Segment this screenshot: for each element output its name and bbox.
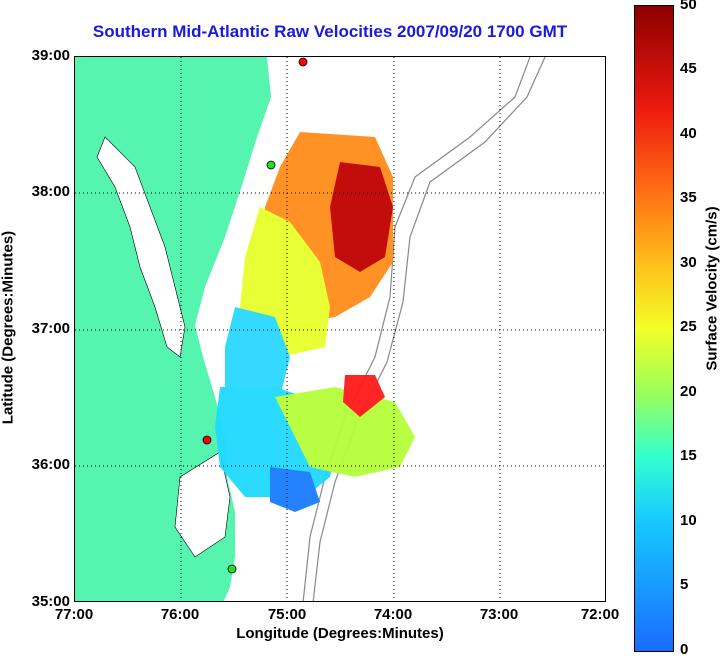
colorbar-tick: 35 (680, 189, 697, 206)
map-title: Southern Mid-Atlantic Raw Velocities 200… (92, 22, 568, 41)
colorbar-tick: 15 (680, 447, 697, 464)
x-tick-label: 75:00 (267, 606, 307, 623)
station-marker (298, 57, 308, 67)
map-plot-area[interactable] (74, 56, 606, 602)
colorbar-tick: 30 (680, 254, 697, 271)
colorbar-tick: 10 (680, 512, 697, 529)
y-tick-label: 38:00 (31, 183, 70, 200)
colorbar-tick: 5 (680, 576, 689, 593)
y-tick-label: 36:00 (31, 456, 70, 473)
station-marker (202, 435, 212, 445)
colorbar-tick: 40 (680, 125, 697, 142)
colorbar-tick: 25 (680, 318, 697, 335)
y-tick-label: 35:00 (31, 593, 70, 610)
x-axis-label: Longitude (Degrees:Minutes) (236, 625, 444, 642)
colorbar-tick: 50 (680, 0, 697, 13)
station-marker (227, 564, 237, 574)
bathymetry-contour (302, 57, 531, 601)
grid (75, 57, 605, 601)
y-tick-label: 39:00 (31, 47, 70, 64)
bathymetry-contour (312, 57, 546, 601)
colorbar-tick: 0 (680, 641, 689, 658)
x-tick-label: 74:00 (373, 606, 413, 623)
x-tick-label: 77:00 (54, 606, 94, 623)
map-canvas (75, 57, 605, 601)
colorbar-label: Surface Velocity (cm/s) (703, 206, 721, 371)
y-axis-label: Latitude (Degrees:Minutes) (0, 230, 17, 425)
y-tick-label: 37:00 (31, 320, 70, 337)
colorbar-tick: 20 (680, 383, 697, 400)
x-tick-label: 72:00 (580, 606, 620, 623)
chesapeake-bay (96, 136, 186, 358)
station-marker (266, 160, 276, 170)
velocity-field (215, 132, 415, 512)
colorbar (634, 5, 674, 652)
x-tick-label: 73:00 (479, 606, 519, 623)
colorbar-tick: 45 (680, 60, 697, 77)
x-tick-label: 76:00 (160, 606, 200, 623)
